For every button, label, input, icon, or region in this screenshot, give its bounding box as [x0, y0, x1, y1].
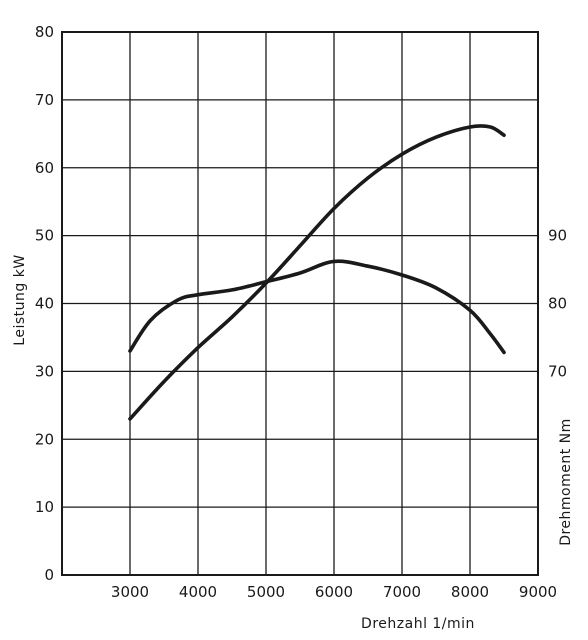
left-axis-ticks: 0 10 20 30 40 50 60 70 80 — [35, 23, 54, 584]
torque-curve — [128, 259, 506, 355]
y-left-tick-label: 60 — [35, 159, 54, 177]
x-tick-label: 3000 — [111, 583, 149, 601]
y-left-tick-label: 10 — [35, 498, 54, 516]
x-axis-title: Drehzahl 1/min — [361, 616, 475, 632]
x-tick-label: 9000 — [519, 583, 557, 601]
series-lines — [128, 124, 506, 421]
right-axis-ticks: 70 80 90 — [548, 227, 567, 381]
x-axis-ticks: 3000 4000 5000 6000 7000 8000 9000 — [111, 583, 557, 601]
y-right-tick-label: 80 — [548, 295, 567, 313]
y-axis-title-left: Leistung kW — [12, 254, 28, 345]
x-tick-label: 6000 — [315, 583, 353, 601]
x-tick-label: 5000 — [247, 583, 285, 601]
power-curve — [128, 124, 506, 421]
grid — [62, 32, 538, 575]
y-right-tick-label: 70 — [548, 362, 567, 380]
plot-frame — [61, 31, 539, 576]
y-left-tick-label: 80 — [35, 23, 54, 41]
y-left-tick-label: 0 — [44, 566, 54, 584]
x-tick-label: 4000 — [179, 583, 217, 601]
y-left-tick-label: 30 — [35, 362, 54, 380]
y-left-tick-label: 40 — [35, 295, 54, 313]
x-tick-label: 7000 — [383, 583, 421, 601]
y-left-tick-label: 20 — [35, 430, 54, 448]
y-axis-title-right: Drehmoment Nm — [558, 418, 574, 546]
x-tick-label: 8000 — [451, 583, 489, 601]
y-left-tick-label: 50 — [35, 227, 54, 245]
y-left-tick-label: 70 — [35, 91, 54, 109]
y-right-tick-label: 90 — [548, 227, 567, 245]
